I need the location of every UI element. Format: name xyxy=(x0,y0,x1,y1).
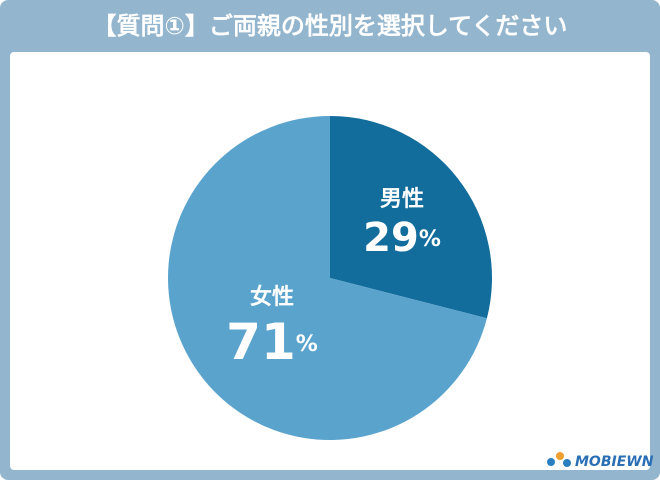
slice-label: 男性 xyxy=(380,187,424,212)
value-label: 29% xyxy=(363,215,441,261)
logo-text: MOBIEWN xyxy=(575,454,654,470)
slice-label: 女性 xyxy=(250,284,294,310)
value-label: 71% xyxy=(226,313,318,371)
logo-icon xyxy=(547,458,555,466)
logo-icon xyxy=(556,452,564,460)
pie-slice xyxy=(330,116,492,319)
chart-title: 【質問①】ご両親の性別を選択してください xyxy=(93,12,568,40)
logo: MOBIEWN xyxy=(547,452,654,470)
pie-slice xyxy=(168,116,487,440)
logo-icon xyxy=(563,459,571,467)
